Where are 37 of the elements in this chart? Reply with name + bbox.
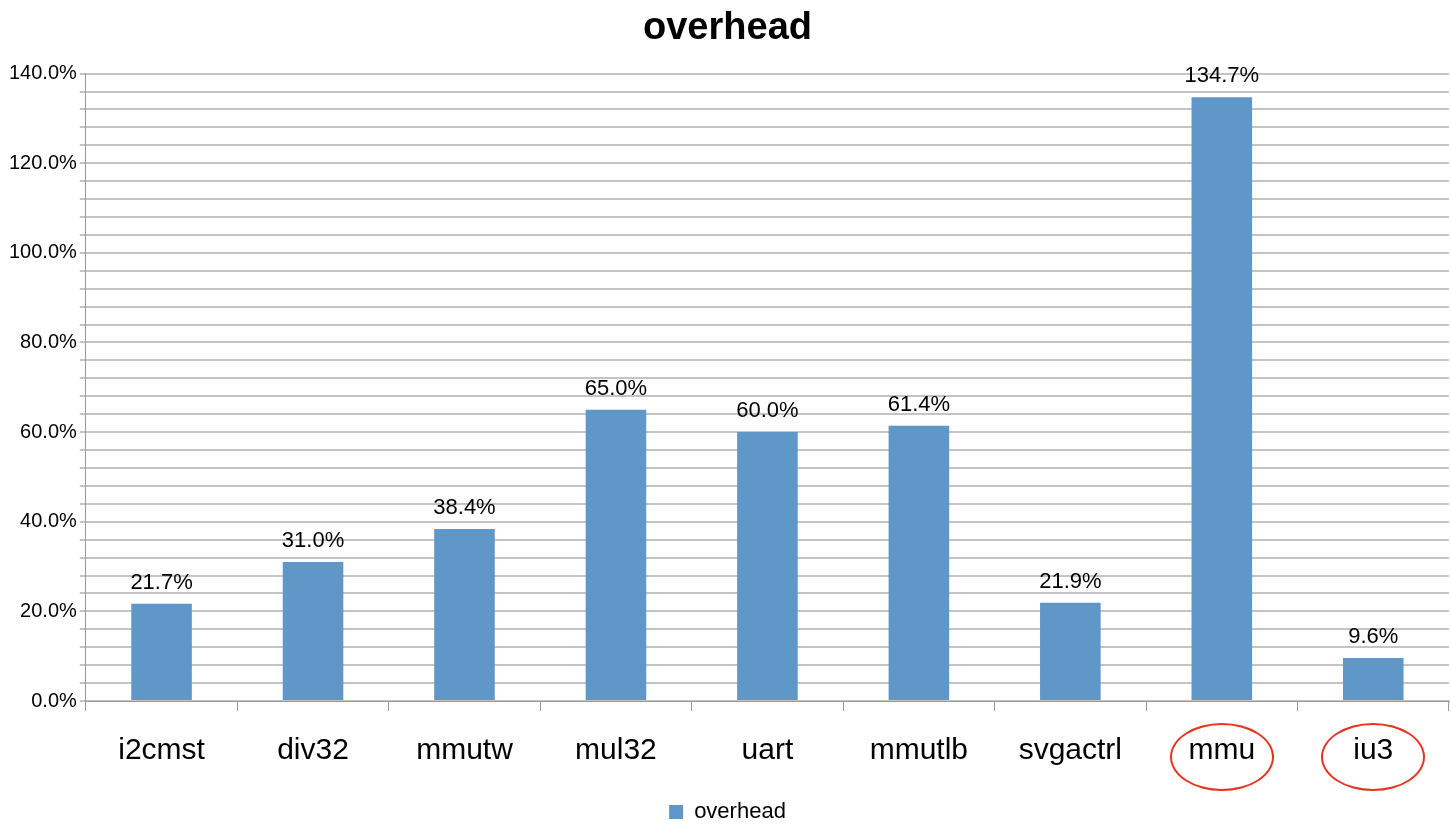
- bar: [737, 432, 798, 700]
- bar: [1342, 657, 1404, 700]
- data-label: 38.4%: [433, 493, 496, 519]
- chart-title: overhead: [643, 5, 812, 48]
- y-tick-label: 20.0%: [20, 598, 78, 621]
- data-label: 21.9%: [1039, 567, 1102, 593]
- bar: [585, 409, 647, 700]
- y-tick-label: 120.0%: [8, 150, 78, 173]
- x-tick-label: mmu: [1188, 732, 1256, 766]
- y-tick-label: 40.0%: [20, 509, 78, 532]
- y-tick-label: 100.0%: [8, 240, 78, 263]
- bar: [1040, 602, 1101, 700]
- x-tick-label: iu3: [1353, 732, 1394, 766]
- x-tick-label: mmutlb: [869, 732, 969, 766]
- legend-label: overhead: [694, 798, 786, 824]
- data-label: 31.0%: [281, 527, 345, 553]
- y-tick-label: 80.0%: [20, 330, 78, 352]
- x-tick-label: mmutw: [416, 732, 514, 766]
- bar: [434, 528, 495, 700]
- x-tick-label: div32: [277, 732, 349, 766]
- data-label: 21.7%: [130, 568, 193, 594]
- y-tick-label: 60.0%: [20, 419, 78, 442]
- data-label: 65.0%: [584, 374, 648, 400]
- data-label: 134.7%: [1184, 62, 1260, 88]
- bar: [1191, 97, 1253, 700]
- y-tick-label: 140.0%: [8, 61, 78, 84]
- data-label: 9.6%: [1348, 623, 1399, 649]
- x-tick-label: svgactrl: [1018, 732, 1123, 766]
- bar: [131, 603, 192, 700]
- data-label: 61.4%: [887, 390, 951, 416]
- x-tick-label: i2cmst: [118, 732, 206, 766]
- bar: [282, 562, 344, 700]
- x-tick-label: uart: [741, 732, 794, 766]
- data-label: 60.0%: [736, 397, 799, 423]
- x-tick-label: mul32: [575, 732, 657, 766]
- bar: [888, 425, 950, 700]
- y-tick-label: 0.0%: [31, 688, 78, 711]
